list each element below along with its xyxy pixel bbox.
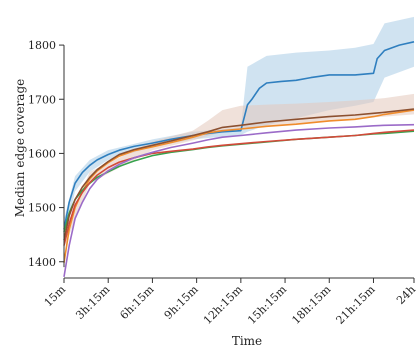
x-axis-label: Time [232,334,262,348]
series-lines [63,41,415,278]
x-tick-label: 9h:15m [162,283,201,322]
y-tick-label: 1800 [28,39,56,52]
series-1-line [63,41,415,230]
x-tick-label: 6h:15m [117,283,156,322]
series-2-line [63,109,415,263]
y-tick-label: 1400 [28,256,56,269]
series-6-line [63,108,415,241]
series-3-line [63,130,415,233]
series-6-band [64,93,414,249]
x-tick-label: 24h [394,283,417,307]
y-axis-label: Median edge coverage [13,79,27,218]
y-tick-label: 1700 [28,93,56,106]
x-tick-label: 3h:15m [73,283,112,322]
confidence-bands [64,16,414,249]
x-tick-label: 21h:15m [334,283,378,327]
series-4-line [63,129,415,246]
x-tick-label: 15h:15m [245,283,289,327]
x-tick-label: 15m [42,283,69,310]
x-tick-label: 18h:15m [289,283,333,327]
y-ticks: 1400 1500 1600 1700 1800 [28,39,64,269]
y-tick-label: 1500 [28,202,56,215]
y-tick-label: 1600 [28,147,56,160]
series-5-line [63,123,415,278]
x-tick-label: 12h:15m [201,283,245,327]
x-ticks: 15m 3h:15m 6h:15m 9h:15m 12h:15m 15h:15m 18h:1… [42,278,417,327]
